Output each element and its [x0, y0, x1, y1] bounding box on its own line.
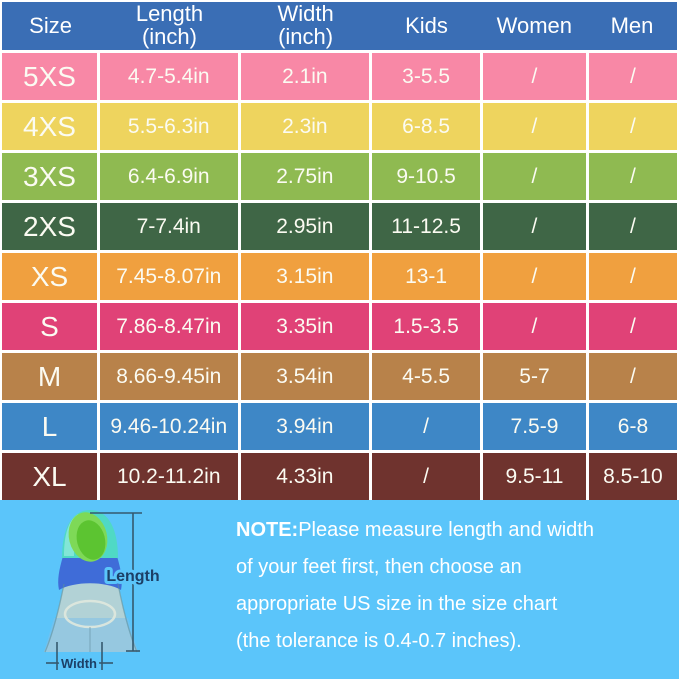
size-cell: M — [2, 353, 97, 400]
fin-blue-band — [58, 556, 122, 590]
kids-cell: 11-12.5 — [372, 203, 481, 250]
table-header-row: Size Length (inch) Width (inch) Kids Women… — [2, 2, 677, 50]
width-cell: 3.54in — [240, 353, 370, 400]
note-text: NOTE:Please measure length and width of … — [236, 512, 594, 660]
width-label: Width — [61, 656, 97, 671]
fin-left-rail — [44, 583, 65, 653]
kids-cell: 1.5-3.5 — [372, 303, 481, 350]
women-cell: / — [483, 103, 586, 150]
men-cell: / — [588, 303, 677, 350]
header-women-label: Women — [496, 12, 572, 38]
table-row: 3XS 6.4-6.9in 2.75in 9-10.5 / / — [2, 153, 677, 200]
fin-blade-tint — [44, 618, 138, 652]
width-cell: 3.94in — [240, 403, 370, 450]
length-cell: 7-7.4in — [99, 203, 238, 250]
table-row: XL 10.2-11.2in 4.33in / 9.5-11 8.5-10 — [2, 453, 677, 500]
size-cell: L — [2, 403, 97, 450]
men-cell: / — [588, 153, 677, 200]
length-label: Length — [106, 568, 159, 585]
note-line-1-text: Please measure length and width — [298, 519, 594, 541]
kids-cell: 13-1 — [372, 253, 481, 300]
kids-cell: / — [372, 453, 481, 500]
size-chart-table: Size Length (inch) Width (inch) Kids Women… — [0, 0, 679, 500]
table-row: 5XS 4.7-5.4in 2.1in 3-5.5 / / — [2, 53, 677, 100]
table-row: L 9.46-10.24in 3.94in / 7.5-9 6-8 — [2, 403, 677, 450]
length-cell: 7.86-8.47in — [99, 303, 238, 350]
width-cell: 2.95in — [240, 203, 370, 250]
note-section: Length Width NOTE:Please measure length … — [0, 500, 679, 679]
women-cell: / — [483, 253, 586, 300]
kids-cell: 3-5.5 — [372, 53, 481, 100]
men-cell: / — [588, 53, 677, 100]
width-cell: 4.33in — [240, 453, 370, 500]
kids-cell: / — [372, 403, 481, 450]
header-women: Women — [482, 2, 587, 50]
men-cell: / — [588, 203, 677, 250]
size-cell: 2XS — [2, 203, 97, 250]
table-row: M 8.66-9.45in 3.54in 4-5.5 5-7 / — [2, 353, 677, 400]
size-cell: S — [2, 303, 97, 350]
note-line-2: of your feet first, then choose an — [236, 556, 522, 578]
size-cell: 5XS — [2, 53, 97, 100]
kids-cell: 4-5.5 — [372, 353, 481, 400]
women-cell: / — [483, 53, 586, 100]
kids-cell: 9-10.5 — [372, 153, 481, 200]
size-cell: XL — [2, 453, 97, 500]
size-cell: XS — [2, 253, 97, 300]
header-size: Size — [2, 2, 99, 50]
length-cell: 6.4-6.9in — [99, 153, 238, 200]
header-length-unit: (inch) — [141, 24, 197, 49]
women-cell: 9.5-11 — [483, 453, 586, 500]
length-cell: 9.46-10.24in — [99, 403, 238, 450]
women-cell: 5-7 — [483, 353, 586, 400]
header-width-label: Width — [277, 1, 334, 27]
fin-right-rail — [117, 583, 138, 653]
length-cell: 7.45-8.07in — [99, 253, 238, 300]
men-cell: / — [588, 103, 677, 150]
table-row: 2XS 7-7.4in 2.95in 11-12.5 / / — [2, 203, 677, 250]
women-cell: / — [483, 303, 586, 350]
table-row: S 7.86-8.47in 3.35in 1.5-3.5 / / — [2, 303, 677, 350]
women-cell: 7.5-9 — [483, 403, 586, 450]
header-length: Length (inch) — [99, 2, 240, 50]
header-length-label: Length — [135, 1, 204, 27]
length-cell: 10.2-11.2in — [99, 453, 238, 500]
header-size-label: Size — [29, 12, 72, 38]
width-cell: 3.15in — [240, 253, 370, 300]
women-cell: / — [483, 153, 586, 200]
table-row: 4XS 5.5-6.3in 2.3in 6-8.5 / / — [2, 103, 677, 150]
men-cell: 6-8 — [588, 403, 677, 450]
fin-illustration: Length Width — [44, 510, 163, 674]
kids-cell: 6-8.5 — [372, 103, 481, 150]
length-cell: 4.7-5.4in — [99, 53, 238, 100]
width-cell: 2.75in — [240, 153, 370, 200]
note-label: NOTE: — [236, 519, 299, 541]
note-line-4: (the tolerance is 0.4-0.7 inches). — [236, 630, 522, 652]
men-cell: / — [588, 353, 677, 400]
length-cell: 5.5-6.3in — [99, 103, 238, 150]
men-cell: / — [588, 253, 677, 300]
note-line-1: NOTE:Please measure length and width — [236, 512, 594, 549]
width-cell: 2.1in — [240, 53, 370, 100]
header-kids: Kids — [371, 2, 481, 50]
men-cell: 8.5-10 — [588, 453, 677, 500]
width-cell: 3.35in — [240, 303, 370, 350]
size-cell: 3XS — [2, 153, 97, 200]
women-cell: / — [483, 203, 586, 250]
length-cell: 8.66-9.45in — [99, 353, 238, 400]
header-men: Men — [587, 2, 677, 50]
size-cell: 4XS — [2, 103, 97, 150]
header-men-label: Men — [610, 12, 654, 38]
fin-opening-inner — [76, 520, 106, 560]
header-width: Width (inch) — [240, 2, 372, 50]
width-cell: 2.3in — [240, 103, 370, 150]
table-row: XS 7.45-8.07in 3.15in 13-1 / / — [2, 253, 677, 300]
header-kids-label: Kids — [405, 12, 448, 38]
note-line-3: appropriate US size in the size chart — [236, 593, 558, 615]
header-width-unit: (inch) — [278, 24, 334, 49]
